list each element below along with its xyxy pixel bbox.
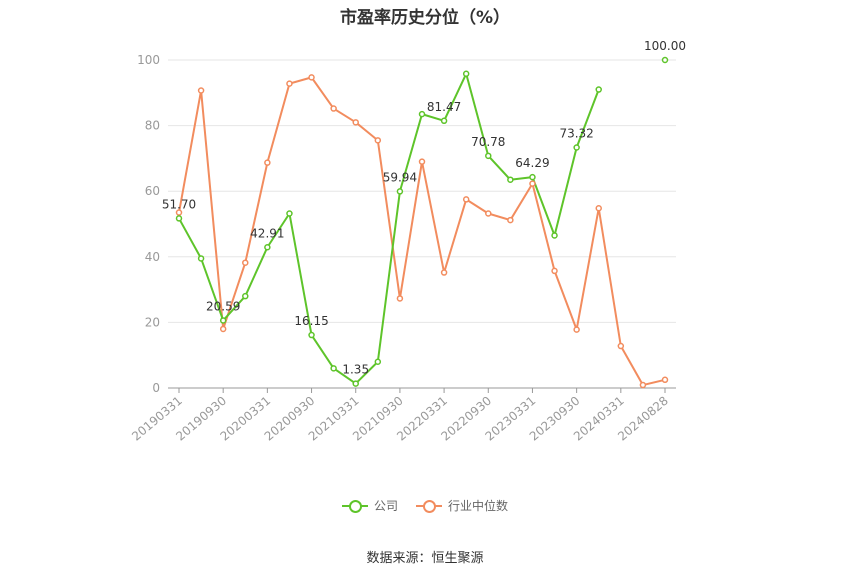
data-point[interactable] bbox=[507, 216, 514, 224]
data-point[interactable] bbox=[374, 137, 382, 144]
data-point[interactable] bbox=[551, 232, 558, 239]
y-tick-label: 100 bbox=[137, 53, 160, 67]
data-point[interactable] bbox=[264, 159, 271, 166]
data-point[interactable] bbox=[219, 317, 227, 324]
legend-label-company: 公司 bbox=[373, 499, 398, 513]
data-point[interactable] bbox=[440, 269, 448, 276]
data-label: 1.35 bbox=[342, 363, 369, 377]
y-tick-label: 40 bbox=[145, 250, 160, 264]
data-label: 100.00 bbox=[644, 39, 686, 53]
data-point[interactable] bbox=[617, 342, 625, 350]
data-label: 51.70 bbox=[162, 197, 196, 211]
data-label: 16.15 bbox=[294, 314, 328, 328]
data-point[interactable] bbox=[462, 70, 470, 78]
y-tick-label: 0 bbox=[152, 381, 160, 395]
source-name: 恒生聚源 bbox=[431, 551, 484, 566]
data-point[interactable] bbox=[507, 176, 514, 183]
data-label: 64.29 bbox=[515, 156, 549, 170]
data-label: 59.94 bbox=[383, 170, 417, 184]
legend-label-industry-median: 行业中位数 bbox=[448, 499, 509, 513]
data-point[interactable] bbox=[595, 205, 602, 212]
data-point[interactable] bbox=[175, 215, 183, 222]
data-label: 42.91 bbox=[250, 226, 284, 240]
legend: 公司 行业中位数 bbox=[0, 497, 850, 514]
source-note: 数据来源：恒生聚源 bbox=[0, 547, 850, 566]
y-tick-label: 60 bbox=[145, 184, 160, 198]
series-points bbox=[175, 56, 669, 389]
data-point[interactable] bbox=[485, 210, 492, 217]
legend-item-company[interactable]: 公司 bbox=[341, 497, 398, 514]
data-point[interactable] bbox=[308, 74, 315, 81]
y-axis: 0 20 40 60 80 100 bbox=[137, 53, 160, 395]
data-label: 73.32 bbox=[559, 127, 593, 141]
data-point[interactable] bbox=[374, 358, 382, 366]
data-point[interactable] bbox=[175, 209, 183, 216]
data-point[interactable] bbox=[485, 152, 492, 160]
data-point[interactable] bbox=[639, 381, 647, 389]
data-point[interactable] bbox=[308, 331, 315, 339]
data-point[interactable] bbox=[529, 173, 536, 181]
data-point[interactable] bbox=[529, 180, 536, 187]
legend-swatch-company bbox=[341, 498, 368, 514]
data-point[interactable] bbox=[197, 87, 205, 94]
series-line-0 bbox=[178, 72, 600, 385]
gridlines bbox=[168, 59, 676, 323]
chart-title: 市盈率历史分位（%） bbox=[339, 8, 511, 28]
data-point[interactable] bbox=[661, 56, 669, 64]
data-label: 81.47 bbox=[427, 100, 461, 114]
y-tick-label: 20 bbox=[145, 315, 160, 329]
legend-swatch-industry-median bbox=[416, 498, 442, 514]
data-point[interactable] bbox=[573, 144, 580, 151]
data-point[interactable] bbox=[242, 259, 249, 266]
data-point[interactable] bbox=[462, 196, 470, 203]
data-point[interactable] bbox=[440, 117, 448, 125]
data-point[interactable] bbox=[573, 326, 580, 333]
data-point[interactable] bbox=[286, 210, 293, 217]
data-point[interactable] bbox=[352, 119, 359, 126]
data-point[interactable] bbox=[264, 244, 271, 251]
data-point[interactable] bbox=[396, 295, 404, 302]
data-point[interactable] bbox=[418, 158, 426, 165]
data-point[interactable] bbox=[396, 188, 404, 195]
source-label: 数据来源： bbox=[366, 551, 432, 566]
data-point[interactable] bbox=[330, 365, 337, 372]
x-axis: 2019033120190930202003312020093020210331… bbox=[129, 387, 676, 444]
data-point[interactable] bbox=[286, 80, 293, 87]
data-point[interactable] bbox=[352, 380, 359, 387]
data-labels: 51.70 20.59 42.91 16.15 1.35 59.94 81.47 70.78 6… bbox=[162, 39, 686, 377]
data-point[interactable] bbox=[595, 86, 602, 93]
data-point[interactable] bbox=[330, 105, 337, 112]
data-point[interactable] bbox=[551, 267, 558, 275]
data-label: 20.59 bbox=[206, 299, 240, 313]
data-point[interactable] bbox=[661, 376, 669, 384]
data-point[interactable] bbox=[219, 325, 227, 333]
y-tick-label: 80 bbox=[145, 119, 160, 133]
data-point[interactable] bbox=[242, 292, 249, 300]
data-label: 70.78 bbox=[471, 135, 505, 149]
data-point[interactable] bbox=[197, 255, 205, 262]
legend-item-industry-median[interactable]: 行业中位数 bbox=[416, 497, 508, 514]
data-point[interactable] bbox=[418, 110, 426, 118]
